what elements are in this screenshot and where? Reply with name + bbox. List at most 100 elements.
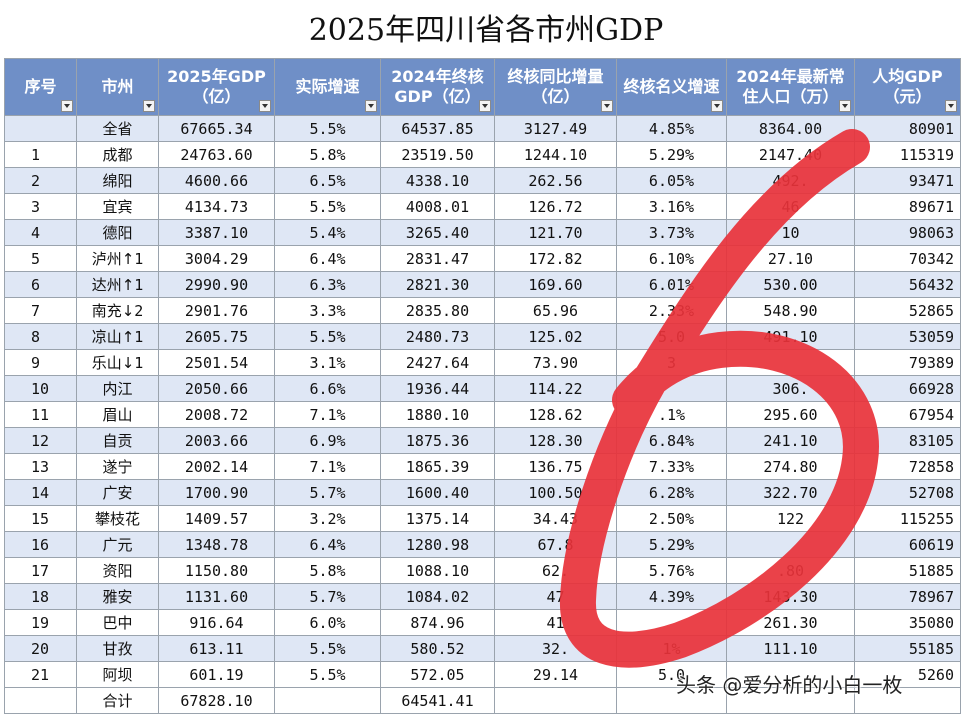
- cell-increment[interactable]: 128.62: [494, 401, 617, 428]
- cell-rank[interactable]: 2: [4, 167, 77, 194]
- cell-gdp-2025[interactable]: 2501.54: [158, 349, 275, 376]
- cell-nominal-growth[interactable]: [616, 609, 727, 636]
- cell-gdp-2024[interactable]: 4008.01: [380, 193, 495, 220]
- cell-real-growth[interactable]: 3.2%: [274, 505, 381, 532]
- filter-dropdown-icon[interactable]: [259, 100, 271, 112]
- cell-per-capita[interactable]: 5260: [854, 661, 961, 688]
- cell-gdp-2024[interactable]: 1280.98: [380, 531, 495, 558]
- cell-per-capita[interactable]: 80901: [854, 115, 961, 142]
- cell-rank[interactable]: 13: [4, 453, 77, 480]
- cell-increment[interactable]: 67.8: [494, 531, 617, 558]
- cell-gdp-2024[interactable]: 874.96: [380, 609, 495, 636]
- cell-per-capita[interactable]: 52865: [854, 297, 961, 324]
- cell-nominal-growth[interactable]: 3.73%: [616, 219, 727, 246]
- cell-population[interactable]: 2147.40: [726, 141, 855, 168]
- cell-increment[interactable]: 169.60: [494, 271, 617, 298]
- cell-increment[interactable]: 32.: [494, 635, 617, 662]
- col-header-per-capita[interactable]: 人均GDP（元）: [854, 58, 961, 116]
- cell-gdp-2024[interactable]: 1084.02: [380, 583, 495, 610]
- filter-dropdown-icon[interactable]: [479, 100, 491, 112]
- cell-population[interactable]: [726, 531, 855, 558]
- cell-population[interactable]: 241.10: [726, 427, 855, 454]
- cell-gdp-2025[interactable]: 2002.14: [158, 453, 275, 480]
- cell-population[interactable]: 492.: [726, 167, 855, 194]
- cell-per-capita[interactable]: 79389: [854, 349, 961, 376]
- cell-population[interactable]: 8364.00: [726, 115, 855, 142]
- cell-real-growth[interactable]: 6.3%: [274, 271, 381, 298]
- cell-gdp-2025[interactable]: 4134.73: [158, 193, 275, 220]
- cell-nominal-growth[interactable]: 2.50%: [616, 505, 727, 532]
- cell-nominal-growth[interactable]: 6.10%: [616, 245, 727, 272]
- col-header-nominal-growth[interactable]: 终核名义增速: [616, 58, 727, 116]
- cell-per-capita[interactable]: 66928: [854, 375, 961, 402]
- col-header-real-growth[interactable]: 实际增速: [274, 58, 381, 116]
- cell-nominal-growth[interactable]: 1%: [616, 635, 727, 662]
- cell-real-growth[interactable]: 5.7%: [274, 583, 381, 610]
- cell-increment[interactable]: 1244.10: [494, 141, 617, 168]
- cell-city[interactable]: 广元: [76, 531, 159, 558]
- cell-city[interactable]: 攀枝花: [76, 505, 159, 532]
- cell-rank[interactable]: 20: [4, 635, 77, 662]
- cell-gdp-2025[interactable]: 601.19: [158, 661, 275, 688]
- cell-gdp-2025[interactable]: 1348.78: [158, 531, 275, 558]
- cell-city[interactable]: 广安: [76, 479, 159, 506]
- filter-dropdown-icon[interactable]: [601, 100, 613, 112]
- cell-gdp-2024[interactable]: 1880.10: [380, 401, 495, 428]
- cell-city[interactable]: 资阳: [76, 557, 159, 584]
- cell-nominal-growth[interactable]: 6.28%: [616, 479, 727, 506]
- cell-city[interactable]: 泸州↑1: [76, 245, 159, 272]
- cell-increment[interactable]: 100.50: [494, 479, 617, 506]
- cell-population[interactable]: 548.90: [726, 297, 855, 324]
- cell-gdp-2025[interactable]: 916.64: [158, 609, 275, 636]
- cell-per-capita[interactable]: 89671: [854, 193, 961, 220]
- cell-increment[interactable]: 65.96: [494, 297, 617, 324]
- cell-population[interactable]: 261.30: [726, 609, 855, 636]
- cell-population[interactable]: 306.: [726, 375, 855, 402]
- cell-rank[interactable]: 16: [4, 531, 77, 558]
- cell-gdp-2025[interactable]: 1700.90: [158, 479, 275, 506]
- cell-nominal-growth[interactable]: 3.16%: [616, 193, 727, 220]
- cell-city[interactable]: 全省: [76, 115, 159, 142]
- cell-nominal-growth[interactable]: 4.85%: [616, 115, 727, 142]
- cell-nominal-growth[interactable]: 6.84%: [616, 427, 727, 454]
- cell-increment[interactable]: 34.43: [494, 505, 617, 532]
- cell-rank[interactable]: [4, 115, 77, 142]
- cell-per-capita[interactable]: 35080: [854, 609, 961, 636]
- cell-nominal-growth[interactable]: 5.29%: [616, 531, 727, 558]
- cell-nominal-growth[interactable]: [616, 687, 727, 714]
- cell-increment[interactable]: 73.90: [494, 349, 617, 376]
- cell-increment[interactable]: 114.22: [494, 375, 617, 402]
- cell-city[interactable]: 南充↓2: [76, 297, 159, 324]
- cell-population[interactable]: 322.70: [726, 479, 855, 506]
- cell-nominal-growth[interactable]: 5.29%: [616, 141, 727, 168]
- cell-population[interactable]: 530.00: [726, 271, 855, 298]
- cell-rank[interactable]: 14: [4, 479, 77, 506]
- cell-per-capita[interactable]: 115319: [854, 141, 961, 168]
- cell-real-growth[interactable]: 5.4%: [274, 219, 381, 246]
- cell-real-growth[interactable]: 7.1%: [274, 453, 381, 480]
- cell-population[interactable]: 143.30: [726, 583, 855, 610]
- cell-city[interactable]: 绵阳: [76, 167, 159, 194]
- cell-per-capita[interactable]: 83105: [854, 427, 961, 454]
- cell-gdp-2025[interactable]: 2008.72: [158, 401, 275, 428]
- cell-nominal-growth[interactable]: 2.33%: [616, 297, 727, 324]
- cell-gdp-2024[interactable]: 1865.39: [380, 453, 495, 480]
- cell-city[interactable]: 达州↑1: [76, 271, 159, 298]
- cell-rank[interactable]: 6: [4, 271, 77, 298]
- cell-nominal-growth[interactable]: 6.05%: [616, 167, 727, 194]
- cell-population[interactable]: 10: [726, 219, 855, 246]
- cell-rank[interactable]: 4: [4, 219, 77, 246]
- cell-population[interactable]: [726, 687, 855, 714]
- cell-nominal-growth[interactable]: 6.01%: [616, 271, 727, 298]
- cell-rank[interactable]: 3: [4, 193, 77, 220]
- cell-population[interactable]: 122: [726, 505, 855, 532]
- cell-gdp-2025[interactable]: 3004.29: [158, 245, 275, 272]
- cell-nominal-growth[interactable]: 5.0: [616, 323, 727, 350]
- cell-increment[interactable]: 47: [494, 583, 617, 610]
- filter-dropdown-icon[interactable]: [61, 100, 73, 112]
- cell-gdp-2025[interactable]: 2003.66: [158, 427, 275, 454]
- filter-dropdown-icon[interactable]: [143, 100, 155, 112]
- cell-gdp-2024[interactable]: 580.52: [380, 635, 495, 662]
- cell-increment[interactable]: 172.82: [494, 245, 617, 272]
- cell-city[interactable]: 德阳: [76, 219, 159, 246]
